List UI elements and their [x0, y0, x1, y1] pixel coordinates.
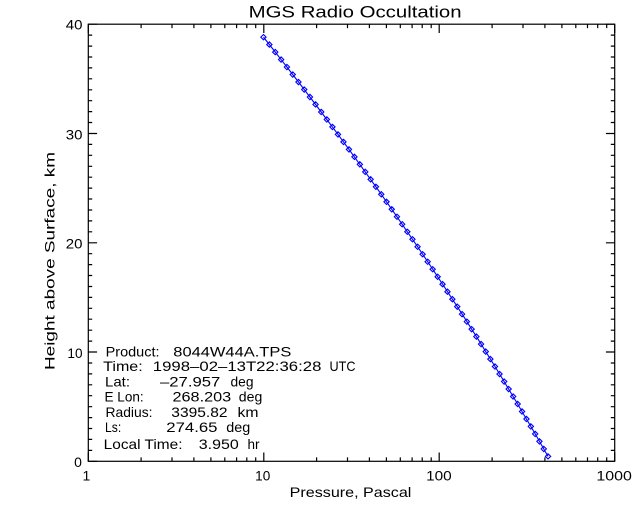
svg-text:10: 10	[255, 467, 270, 483]
svg-text:274.65: 274.65	[166, 419, 217, 435]
svg-text:Local Time:: Local Time:	[104, 436, 183, 452]
svg-text:3.950: 3.950	[199, 436, 239, 452]
svg-text:deg: deg	[239, 389, 262, 405]
svg-text:Ls:: Ls:	[105, 419, 121, 435]
svg-text:8044W44A.TPS: 8044W44A.TPS	[173, 344, 291, 360]
svg-text:Lat:: Lat:	[105, 373, 130, 389]
svg-text:Height above Surface, km: Height above Surface, km	[42, 152, 58, 370]
svg-text:30: 30	[66, 126, 83, 142]
svg-text:UTC: UTC	[330, 358, 356, 374]
svg-text:MGS Radio Occultation: MGS Radio Occultation	[249, 3, 462, 21]
svg-text:Time:: Time:	[103, 358, 143, 374]
svg-text:E Lon:: E Lon:	[105, 389, 144, 405]
svg-text:deg: deg	[231, 373, 254, 389]
svg-text:–27.957: –27.957	[160, 373, 221, 389]
svg-text:0: 0	[74, 454, 82, 470]
svg-text:3395.82: 3395.82	[171, 404, 227, 420]
svg-text:Pressure, Pascal: Pressure, Pascal	[290, 484, 412, 500]
svg-text:268.203: 268.203	[173, 389, 232, 405]
svg-text:1998–02–13T22:36:28: 1998–02–13T22:36:28	[153, 358, 322, 374]
svg-text:deg: deg	[226, 419, 250, 435]
svg-text:20: 20	[66, 236, 83, 252]
svg-text:40: 40	[66, 17, 83, 33]
svg-text:1: 1	[83, 467, 91, 483]
svg-text:100: 100	[426, 467, 452, 483]
svg-text:hr: hr	[248, 436, 260, 452]
svg-text:Radius:: Radius:	[106, 404, 153, 420]
svg-text:1000: 1000	[596, 467, 632, 483]
svg-text:km: km	[238, 404, 259, 420]
svg-text:10: 10	[67, 345, 82, 361]
svg-text:Product:: Product:	[106, 344, 160, 360]
